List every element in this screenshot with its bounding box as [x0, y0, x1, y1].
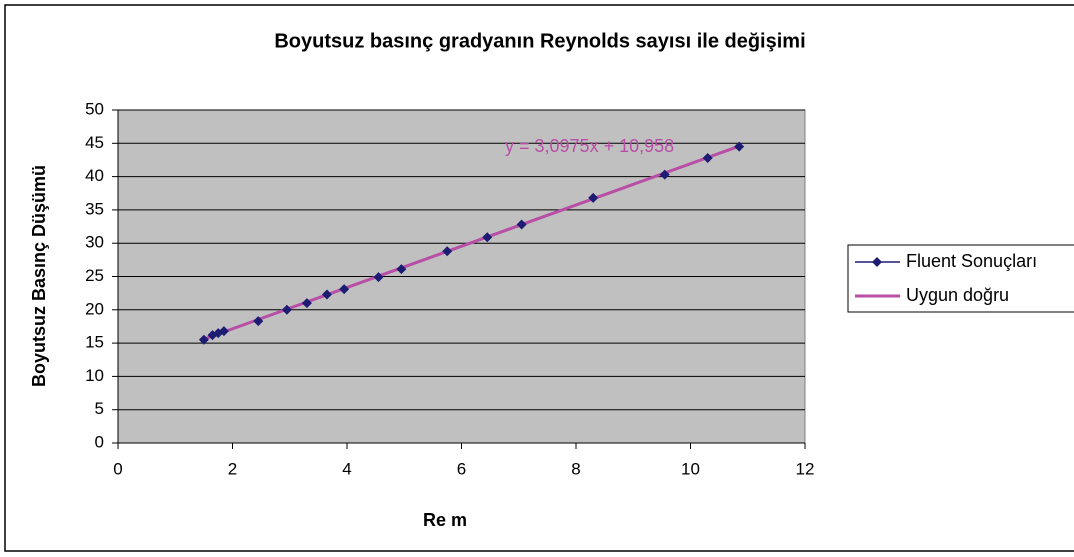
x-tick-label: 0	[113, 459, 122, 478]
x-tick-label: 10	[681, 459, 700, 478]
data-point	[702, 152, 713, 163]
y-tick-label: 10	[85, 366, 104, 385]
data-point	[281, 304, 292, 315]
legend	[847, 244, 1074, 313]
data-point	[218, 326, 229, 337]
data-point	[321, 289, 332, 300]
data-point	[659, 169, 670, 180]
y-tick-label: 40	[85, 166, 104, 185]
y-axis-label: Boyutsuz Basınç Düşümü	[29, 165, 49, 387]
legend-marker	[872, 257, 882, 267]
x-tick-label: 8	[571, 459, 580, 478]
x-tick-label: 6	[457, 459, 466, 478]
legend-label: Fluent Sonuçları	[906, 251, 1037, 271]
data-point	[373, 272, 384, 283]
data-point	[516, 219, 527, 230]
y-tick-label: 45	[85, 133, 104, 152]
legend-label: Uygun doğru	[906, 285, 1009, 305]
data-point	[482, 232, 493, 243]
x-tick-label: 4	[342, 459, 351, 478]
y-tick-label: 25	[85, 266, 104, 285]
data-point	[442, 246, 453, 257]
data-point	[301, 298, 312, 309]
data-point	[198, 334, 209, 345]
y-tick-label: 20	[85, 299, 104, 318]
x-tick-label: 12	[796, 459, 815, 478]
y-tick-label: 5	[95, 399, 104, 418]
y-tick-label: 15	[85, 333, 104, 352]
y-tick-label: 30	[85, 233, 104, 252]
chart-title: Boyutsuz basınç gradyanın Reynolds sayıs…	[274, 30, 805, 52]
x-tick-label: 2	[228, 459, 237, 478]
y-tick-label: 50	[85, 99, 104, 118]
data-point	[588, 192, 599, 203]
x-axis-label: Re m	[423, 510, 467, 530]
data-point	[734, 141, 745, 152]
data-point	[339, 284, 350, 295]
y-tick-label: 0	[95, 432, 104, 451]
data-point	[396, 264, 407, 275]
y-tick-label: 35	[85, 199, 104, 218]
trend-line	[203, 144, 740, 341]
trend-equation: y = 3,0975x + 10,958	[505, 136, 674, 156]
data-point	[253, 316, 264, 327]
